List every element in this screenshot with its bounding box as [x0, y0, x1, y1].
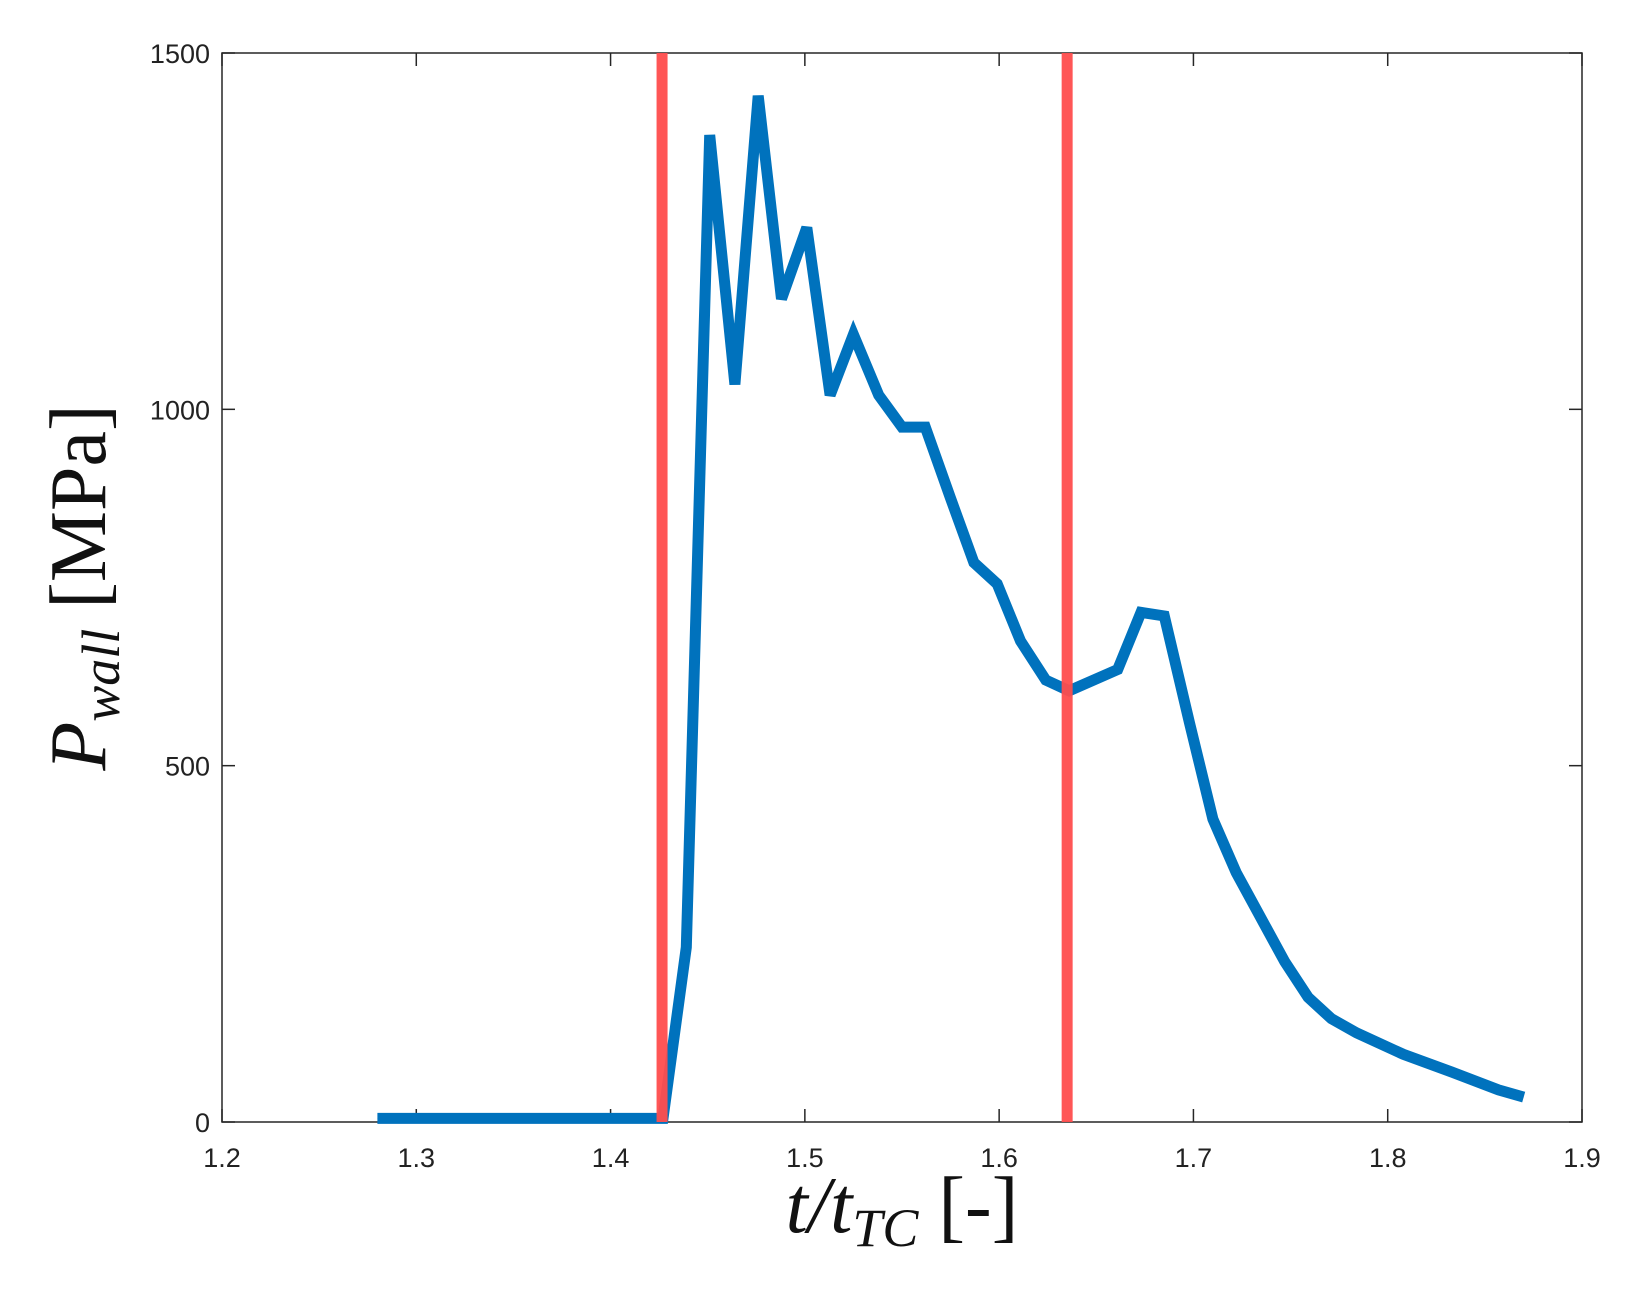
series-lines [377, 95, 1526, 1124]
y-tick-label: 0 [195, 1108, 210, 1138]
y-tick-label: 1500 [150, 39, 210, 69]
x-tick-label: 1.7 [1175, 1143, 1213, 1173]
axis-tick-labels: 1.2 1.3 1.4 1.5 1.6 1.7 1.8 1.9 0 500 1000 1500 [150, 39, 1601, 1173]
vertical-markers [656, 53, 1073, 1122]
y-tick-label: 1000 [150, 395, 210, 425]
x-tick-label: 1.5 [786, 1143, 824, 1173]
x-tick-label: 1.8 [1369, 1143, 1407, 1173]
x-tick-label: 1.4 [592, 1143, 630, 1173]
axis-ticks [221, 52, 1583, 1123]
y-axis-label: Pwall [MPa] [35, 404, 131, 771]
plot-area [221, 52, 1583, 1123]
y-tick-label: 500 [165, 752, 210, 782]
x-axis-label: t/tTC [-] [786, 1162, 1019, 1258]
x-tick-label: 1.2 [203, 1143, 241, 1173]
x-tick-label: 1.9 [1563, 1143, 1601, 1173]
x-tick-label: 1.6 [980, 1143, 1018, 1173]
x-tick-label: 1.3 [398, 1143, 436, 1173]
